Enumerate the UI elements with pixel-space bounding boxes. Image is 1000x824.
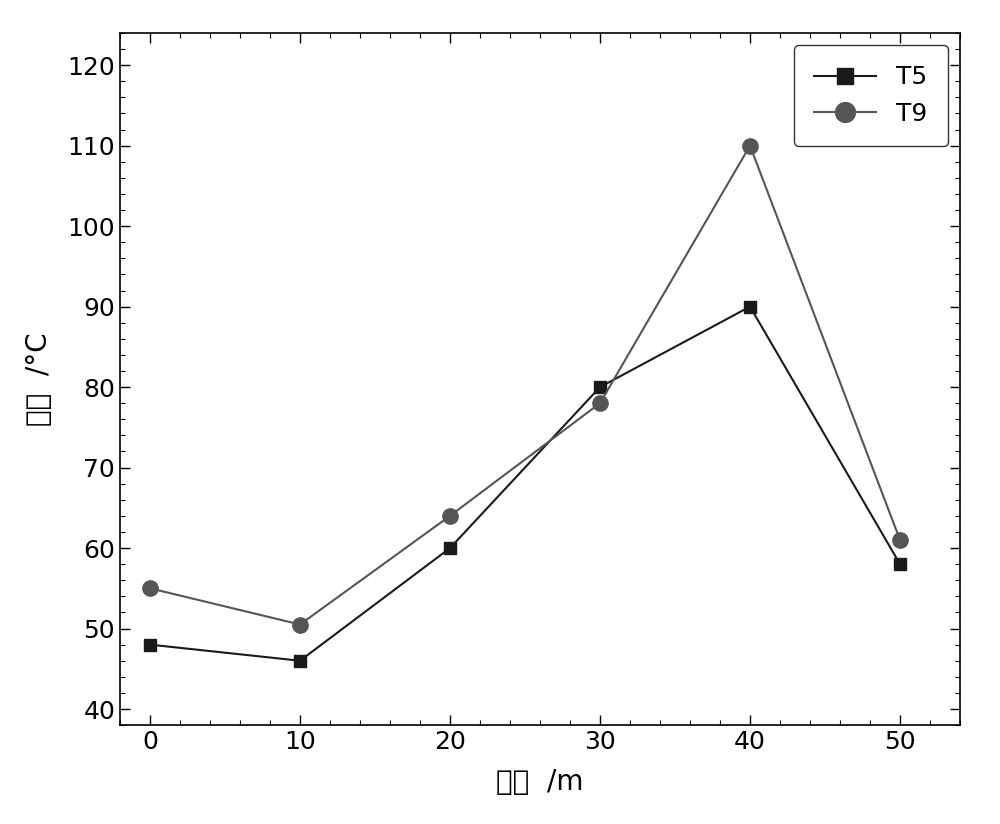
T5	[144, 639, 156, 649]
T9	[894, 535, 906, 545]
T5	[894, 559, 906, 569]
T5	[744, 302, 756, 311]
Line: T9: T9	[142, 138, 908, 632]
Y-axis label: 温度  /°C: 温度 /°C	[26, 332, 54, 426]
T5	[444, 543, 456, 553]
Legend: T5, T9: T5, T9	[794, 45, 948, 146]
T9	[144, 583, 156, 593]
T9	[744, 141, 756, 151]
X-axis label: 深度  /m: 深度 /m	[496, 768, 584, 796]
T9	[294, 620, 306, 630]
T5	[294, 656, 306, 666]
T5	[594, 382, 606, 392]
T9	[444, 511, 456, 521]
Line: T5: T5	[144, 301, 906, 667]
T9	[594, 398, 606, 408]
